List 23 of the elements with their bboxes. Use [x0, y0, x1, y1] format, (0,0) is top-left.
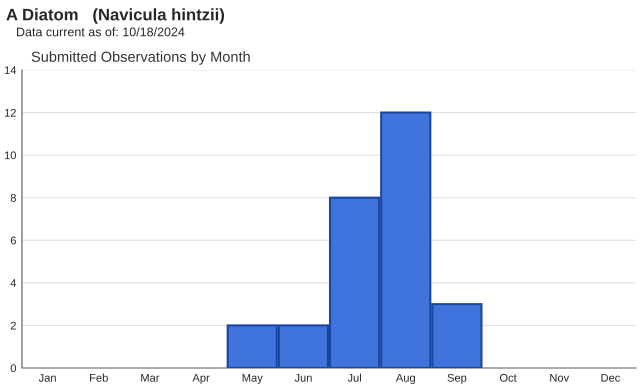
y-tick-label: 8 — [10, 194, 16, 202]
x-tick-label: Jul — [348, 374, 361, 382]
x-tick-label: Nov — [550, 374, 570, 382]
y-tick-label: 4 — [10, 279, 16, 287]
x-tick-label: Jan — [38, 374, 56, 382]
x-tick-label: Oct — [500, 374, 517, 382]
y-tick-label: 0 — [10, 364, 16, 372]
y-tick-label: 6 — [10, 236, 16, 244]
chart-title: A Diatom (Navicula hintzii) — [6, 8, 224, 24]
x-tick-label: Dec — [601, 374, 620, 382]
x-tick-label: Sep — [448, 374, 466, 384]
y-tick-label: 10 — [4, 151, 16, 160]
x-tick-label: Aug — [396, 374, 415, 384]
text: Submitted Observations by Month — [32, 51, 250, 65]
x-tick-label: Feb — [90, 374, 108, 382]
y-tick-label: 12 — [4, 108, 16, 117]
y-tick-label: 2 — [10, 322, 16, 330]
y-tick-label: 14 — [4, 66, 16, 74]
chart-subtitle: Data current as of: 10/18/2024 — [17, 27, 184, 36]
x-tick-label: Jun — [294, 374, 312, 382]
x-tick-label: May — [242, 374, 263, 384]
x-tick-label: Apr — [192, 374, 210, 384]
x-tick-label: Mar — [141, 374, 160, 382]
